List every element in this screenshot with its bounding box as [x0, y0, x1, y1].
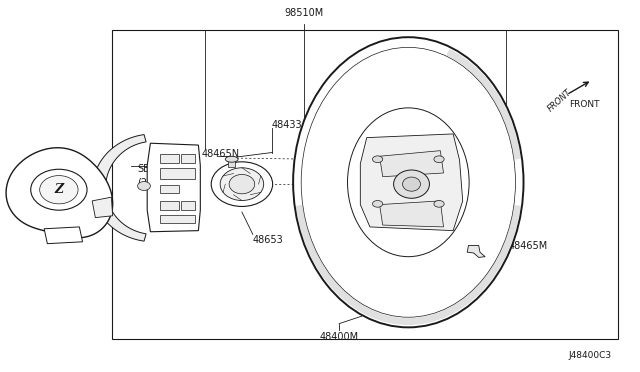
- Bar: [160, 154, 179, 163]
- Text: 48+33A: 48+33A: [448, 213, 487, 222]
- Text: FRONT: FRONT: [547, 87, 573, 113]
- Ellipse shape: [372, 156, 383, 163]
- Bar: [160, 168, 195, 179]
- Text: 48465M: 48465M: [509, 241, 548, 250]
- Ellipse shape: [138, 182, 150, 190]
- Ellipse shape: [31, 169, 87, 210]
- Bar: [112, 30, 618, 339]
- Polygon shape: [380, 151, 444, 177]
- Bar: [160, 215, 195, 223]
- Text: 48400M: 48400M: [319, 332, 359, 341]
- Ellipse shape: [348, 108, 469, 257]
- Ellipse shape: [434, 201, 444, 207]
- Text: 48433A: 48433A: [272, 120, 309, 129]
- Polygon shape: [93, 135, 146, 241]
- Ellipse shape: [229, 174, 255, 194]
- Text: 98510M: 98510M: [284, 8, 324, 18]
- Text: FRONT: FRONT: [570, 100, 600, 109]
- Ellipse shape: [403, 177, 420, 191]
- Text: SEC.251: SEC.251: [138, 164, 178, 174]
- Ellipse shape: [220, 168, 264, 201]
- Polygon shape: [380, 201, 444, 227]
- Polygon shape: [467, 246, 485, 257]
- Ellipse shape: [211, 162, 273, 206]
- Ellipse shape: [434, 156, 444, 163]
- Bar: [181, 201, 195, 210]
- Polygon shape: [360, 134, 463, 231]
- Ellipse shape: [293, 37, 524, 327]
- Bar: [160, 185, 179, 193]
- Bar: [160, 201, 179, 210]
- Polygon shape: [6, 148, 113, 238]
- Text: (25550M): (25550M): [138, 177, 185, 187]
- Bar: [181, 154, 195, 163]
- Bar: [228, 160, 235, 167]
- Polygon shape: [92, 197, 113, 218]
- Text: Z: Z: [54, 183, 63, 196]
- Text: J48400C3: J48400C3: [568, 351, 611, 360]
- Ellipse shape: [394, 170, 429, 198]
- Ellipse shape: [372, 201, 383, 207]
- Text: 48465N: 48465N: [202, 150, 240, 159]
- Polygon shape: [44, 227, 83, 244]
- Polygon shape: [147, 143, 200, 232]
- Ellipse shape: [225, 156, 238, 162]
- Text: 48653: 48653: [253, 235, 284, 245]
- Ellipse shape: [40, 176, 78, 204]
